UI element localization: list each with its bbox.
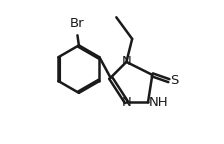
Text: S: S: [171, 74, 179, 87]
Text: N: N: [122, 55, 131, 68]
Text: NH: NH: [149, 96, 168, 109]
Text: Br: Br: [70, 17, 85, 30]
Text: N: N: [122, 96, 131, 109]
